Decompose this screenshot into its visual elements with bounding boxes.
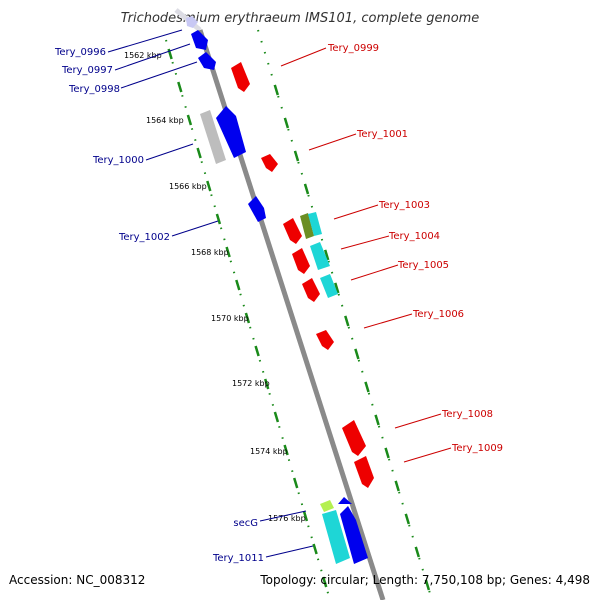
major-tick (177, 81, 183, 93)
gene-feature-tery-1006[interactable] (316, 330, 334, 350)
tick-labels: 1562 kbp 1564 kbp 1566 kbp 1568 kbp 1570… (124, 51, 306, 523)
gene-feature-tery-0998[interactable] (198, 52, 216, 70)
gene-feature-tery-1002[interactable] (248, 196, 266, 222)
gene-feature-tery-1008[interactable] (342, 420, 366, 456)
minus-strand-genes (186, 16, 368, 564)
major-tick (273, 411, 280, 423)
gene-label-tery-1011[interactable]: Tery_1011 (212, 553, 264, 564)
gene-feature-tery-0997[interactable] (191, 30, 208, 50)
major-tick (225, 246, 231, 258)
gene-feature-tery-1000-grey[interactable] (200, 110, 226, 164)
gene-feature-tery-1003[interactable] (283, 218, 302, 244)
major-tick (394, 480, 400, 492)
major-tick (235, 279, 241, 291)
genome-summary-text: Topology: circular; Length: 7,750,108 bp… (260, 573, 590, 587)
tick-label: 1576 kbp (268, 514, 306, 523)
major-tick (254, 345, 260, 357)
gene-label-tery-0999[interactable]: Tery_0999 (327, 43, 379, 54)
gene-feature-tery-1005[interactable] (302, 278, 320, 302)
gene-label-tery-1009[interactable]: Tery_1009 (451, 443, 503, 454)
major-tick (273, 84, 279, 96)
gene-feature-olive[interactable] (300, 213, 314, 239)
gene-label-tery-1004[interactable]: Tery_1004 (388, 231, 440, 242)
gene-feature-tery-1000[interactable] (216, 106, 246, 158)
major-tick (293, 477, 299, 489)
major-tick (322, 576, 328, 588)
gene-feature-tery-1001[interactable] (261, 154, 278, 172)
gene-label-tery-0998[interactable]: Tery_0998 (68, 84, 120, 95)
major-tick (244, 312, 251, 324)
genome-title: Trichodesmium erythraeum IMS101, complet… (121, 11, 480, 26)
right-major-ticks (273, 84, 431, 591)
tick-label: 1562 kbp (124, 51, 162, 60)
major-tick (215, 213, 222, 225)
gene-label-tery-1008[interactable]: Tery_1008 (441, 409, 493, 420)
gene-feature-tery-1009[interactable] (354, 456, 374, 488)
tick-label: 1574 kbp (250, 447, 288, 456)
major-tick (293, 150, 300, 162)
major-tick (364, 381, 370, 393)
major-tick (303, 183, 310, 195)
gene-feature-tery-1011[interactable] (340, 506, 368, 564)
gene-label-tery-1003[interactable]: Tery_1003 (378, 200, 430, 211)
gene-feature-cyan-3[interactable] (320, 274, 338, 298)
major-tick (324, 249, 330, 261)
tick-label: 1566 kbp (169, 182, 207, 191)
gene-label-tery-1000[interactable]: Tery_1000 (92, 155, 144, 166)
gene-feature-tery-0999[interactable] (231, 62, 250, 92)
gene-labels-plus: Tery_0999 Tery_1001 Tery_1003 Tery_1004 … (327, 43, 503, 454)
gene-feature-small-blue[interactable] (338, 497, 352, 504)
label-leader-lines (107, 29, 452, 558)
tick-label: 1564 kbp (146, 116, 184, 125)
gene-label-tery-1006[interactable]: Tery_1006 (412, 309, 464, 320)
gene-feature-cyan-1[interactable] (308, 212, 322, 236)
tick-label: 1568 kbp (191, 248, 229, 257)
major-tick (374, 414, 380, 426)
gene-label-tery-1002[interactable]: Tery_1002 (118, 232, 170, 243)
gene-feature-secg[interactable] (320, 500, 334, 512)
major-tick (196, 147, 202, 159)
major-tick (354, 348, 360, 360)
major-tick (283, 444, 289, 456)
tick-label: 1572 kbp (232, 379, 270, 388)
major-tick (424, 579, 431, 591)
gene-feature-tery-0996[interactable] (186, 16, 198, 28)
major-tick (312, 543, 318, 555)
major-tick (167, 48, 173, 60)
gene-label-tery-1001[interactable]: Tery_1001 (356, 129, 408, 140)
gene-label-tery-0996[interactable]: Tery_0996 (54, 47, 106, 58)
accession-text: Accession: NC_008312 (9, 573, 146, 587)
major-tick (414, 546, 420, 558)
gene-label-secg[interactable]: secG (233, 518, 258, 529)
gene-feature-tery-1004[interactable] (292, 248, 310, 274)
tick-label: 1570 kbp (211, 314, 249, 323)
gene-label-tery-1005[interactable]: Tery_1005 (397, 260, 449, 271)
plus-strand-genes (231, 62, 374, 488)
major-tick (283, 117, 290, 129)
major-tick (302, 510, 309, 522)
major-tick (186, 114, 193, 126)
major-tick (334, 282, 340, 294)
gene-labels-minus: Tery_0996 Tery_0997 Tery_0998 Tery_1000 … (54, 47, 264, 564)
major-tick (404, 513, 410, 525)
major-tick (206, 180, 212, 192)
major-tick (384, 447, 390, 459)
gene-label-tery-0997[interactable]: Tery_0997 (61, 65, 113, 76)
gene-feature-tery-1011-cyan[interactable] (322, 510, 350, 564)
gene-feature-cyan-2[interactable] (310, 242, 330, 270)
major-tick (264, 378, 270, 390)
left-major-ticks (167, 48, 328, 588)
major-tick (344, 315, 350, 327)
